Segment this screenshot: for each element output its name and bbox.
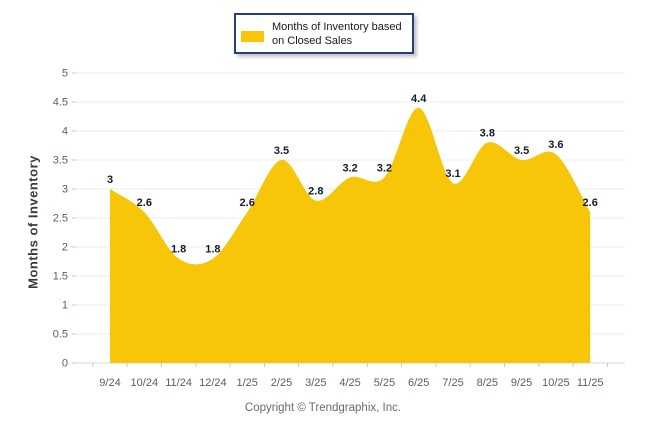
y-tick-label: 5 bbox=[62, 68, 68, 80]
x-tick-label: 9/24 bbox=[99, 377, 120, 389]
data-point-label: 3.1 bbox=[445, 168, 460, 180]
x-tick-label: 6/25 bbox=[408, 377, 429, 389]
x-tick-label: 11/25 bbox=[577, 377, 604, 389]
data-point-label: 3.2 bbox=[377, 162, 392, 174]
data-point-label: 2.8 bbox=[308, 186, 323, 198]
x-tick-label: 3/25 bbox=[305, 377, 326, 389]
y-tick-label: 0 bbox=[62, 358, 68, 370]
legend-label-line2: on Closed Sales bbox=[272, 34, 353, 47]
x-tick-label: 8/25 bbox=[477, 377, 498, 389]
legend-label-line1: Months of Inventory based bbox=[272, 20, 402, 33]
y-tick-label: 2 bbox=[62, 242, 68, 254]
data-point-label: 1.8 bbox=[171, 244, 186, 256]
data-point-label: 3.6 bbox=[548, 139, 563, 151]
y-tick-label: 1.5 bbox=[53, 271, 68, 283]
x-tick-label: 10/24 bbox=[131, 377, 159, 389]
y-tick-label: 0.5 bbox=[53, 329, 68, 341]
x-tick-label: 11/24 bbox=[165, 377, 192, 389]
copyright-text: Copyright © Trendgraphix, Inc. bbox=[244, 402, 402, 414]
x-tick-label: 7/25 bbox=[442, 377, 463, 389]
data-point-label: 2.6 bbox=[583, 197, 598, 209]
data-point-label: 3.8 bbox=[480, 128, 495, 140]
x-tick-label: 5/25 bbox=[374, 377, 395, 389]
x-tick-label: 10/25 bbox=[542, 377, 570, 389]
x-tick-label: 4/25 bbox=[339, 377, 360, 389]
x-tick-label: 2/25 bbox=[271, 377, 292, 389]
y-tick-label: 2.5 bbox=[53, 213, 68, 225]
inventory-area-series bbox=[110, 107, 591, 364]
legend-label: Months of Inventory based on Closed Sale… bbox=[272, 20, 402, 48]
data-point-label: 2.6 bbox=[240, 197, 255, 209]
data-point-label: 1.8 bbox=[205, 244, 220, 256]
y-tick-label: 3 bbox=[62, 184, 68, 196]
x-tick-label: 9/25 bbox=[511, 377, 532, 389]
y-tick-label: 1 bbox=[62, 300, 68, 312]
data-point-label: 3.5 bbox=[274, 145, 289, 157]
data-point-label: 3 bbox=[107, 174, 113, 186]
y-tick-label: 4 bbox=[62, 126, 68, 138]
data-point-label: 3.2 bbox=[342, 162, 357, 174]
data-point-label: 4.4 bbox=[411, 93, 427, 105]
x-tick-label: 1/25 bbox=[236, 377, 257, 389]
y-tick-label: 3.5 bbox=[53, 155, 68, 167]
x-tick-label: 12/24 bbox=[199, 377, 227, 389]
y-tick-label: 4.5 bbox=[53, 97, 68, 109]
legend-color-swatch bbox=[241, 31, 264, 42]
data-point-label: 3.5 bbox=[514, 145, 529, 157]
chart-legend: Months of Inventory based on Closed Sale… bbox=[234, 13, 414, 54]
data-point-label: 2.6 bbox=[137, 197, 152, 209]
